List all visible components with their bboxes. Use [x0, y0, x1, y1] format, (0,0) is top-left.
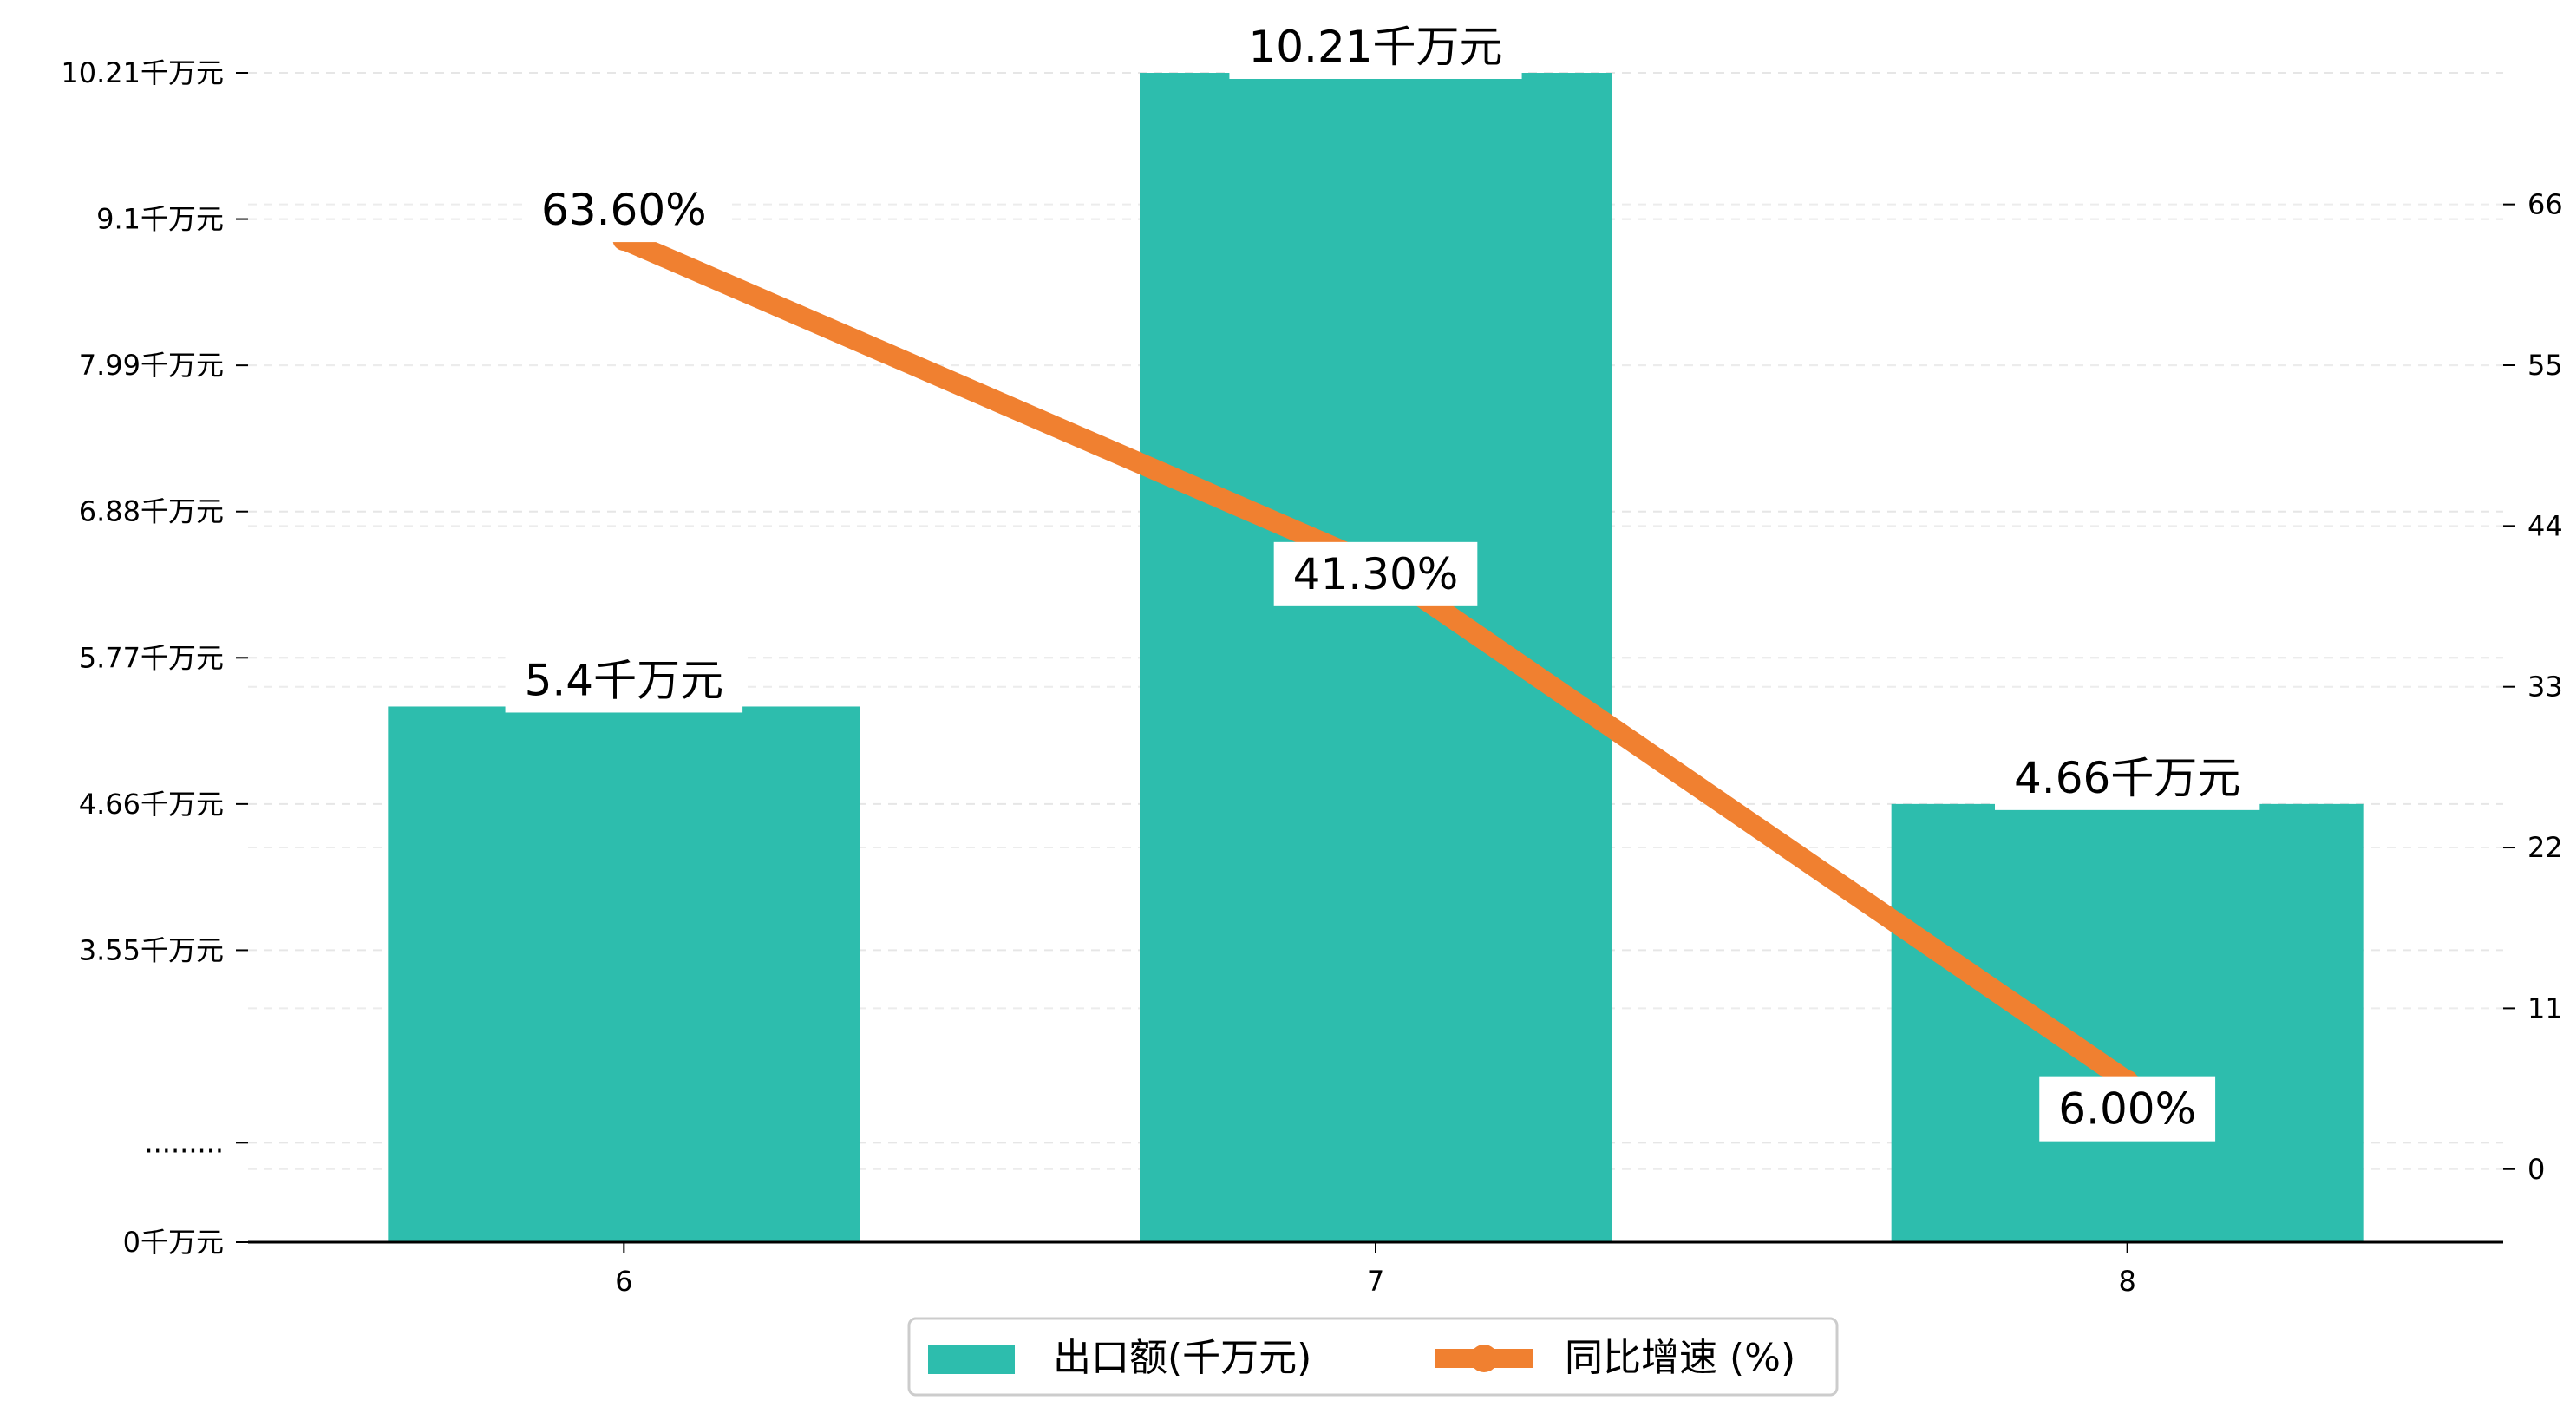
data-label-box: [1229, 15, 1522, 79]
bar-series: [388, 73, 2364, 1242]
y-right-tick-label: 22: [2527, 831, 2563, 864]
data-label: 10.21千万元: [1248, 22, 1502, 72]
legend-box: [907, 1317, 1839, 1397]
y-left-tick-label: 10.21千万元: [61, 56, 224, 89]
legend-swatch-bar: [928, 1345, 1015, 1374]
data-label-box: [1273, 541, 1478, 606]
data-label-box: [2039, 1076, 2216, 1142]
data-label-box: [505, 648, 743, 713]
data-label: 4.66千万元: [2014, 753, 2240, 803]
y-right-tick-label: 55: [2527, 349, 2563, 382]
legend-label-bar: 出口额(千万元): [1053, 1336, 1311, 1380]
y-left-tick-label: 4.66千万元: [79, 788, 224, 821]
bar-value-label: 5.4千万元: [505, 648, 743, 713]
data-labels: 5.4千万元 10.21千万元 4.66千万元 63.60% 41.30% 6.00%: [505, 15, 2260, 1142]
legend-swatch-marker: [1470, 1345, 1498, 1372]
y-left-tick-label: 6.88千万元: [79, 495, 224, 528]
data-label: 5.4千万元: [525, 655, 724, 705]
x-tick-label: 8: [2118, 1265, 2135, 1298]
y-left-tick-label: 3.55千万元: [79, 933, 224, 966]
y-right-tick-label: 0: [2527, 1153, 2545, 1186]
bar-value-label: 10.21千万元: [1229, 15, 1522, 79]
legend-item-line[interactable]: 同比增速 (%): [1435, 1336, 1795, 1380]
axes: 6 7 8 0千万元......... 3.55千万元 4.66千万元 5.77千万元 6.8…: [61, 56, 2562, 1298]
y-left-tick-label: 9.1千万元: [96, 203, 224, 236]
x-tick-label: 7: [1367, 1265, 1384, 1298]
data-label: 6.00%: [2058, 1084, 2196, 1135]
legend-item-bar[interactable]: 出口额(千万元): [928, 1336, 1311, 1380]
data-label: 63.60%: [541, 185, 707, 235]
y-right-tick-label: 44: [2527, 509, 2563, 542]
data-label-box: [1995, 745, 2260, 810]
line-value-label: 41.30%: [1273, 541, 1478, 606]
data-label: 41.30%: [1293, 549, 1459, 599]
bar-value-label: 4.66千万元: [1995, 745, 2260, 810]
bar: [388, 706, 860, 1242]
y-left-tick-label: 5.77千万元: [79, 641, 224, 674]
y-right-tick-label: 33: [2527, 671, 2563, 703]
data-label-box: [522, 178, 726, 243]
y-left-tick-label: 0千万元: [123, 1226, 224, 1259]
bar: [1140, 73, 1612, 1242]
y-left-tick-label: .........: [144, 1126, 224, 1159]
legend-label-line: 同比增速 (%): [1565, 1336, 1795, 1380]
line-value-label: 63.60%: [522, 178, 726, 243]
y-right-tick-label: 11: [2527, 991, 2563, 1024]
legend[interactable]: 出口额(千万元) 同比增速 (%): [907, 1317, 1839, 1397]
y-left-tick-label: 7.99千万元: [79, 349, 224, 382]
x-tick-label: 6: [615, 1265, 632, 1298]
y-right-tick-label: 66: [2527, 188, 2563, 221]
line-value-label: 6.00%: [2039, 1076, 2216, 1142]
bar: [1891, 803, 2364, 1242]
